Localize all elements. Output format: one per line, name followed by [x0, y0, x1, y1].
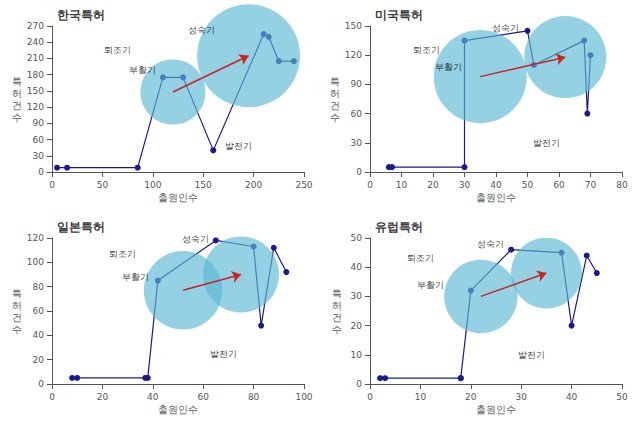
svg-text:한국특허: 한국특허 [57, 8, 105, 22]
svg-text:20: 20 [97, 392, 109, 402]
svg-text:수: 수 [332, 324, 342, 335]
svg-text:일본특허: 일본특허 [57, 220, 105, 234]
svg-text:10: 10 [396, 180, 408, 190]
svg-text:퇴조기: 퇴조기 [104, 45, 131, 55]
svg-text:부활기: 부활기 [129, 65, 156, 75]
svg-text:성숙기: 성숙기 [182, 234, 209, 244]
svg-text:부활기: 부활기 [122, 272, 149, 282]
svg-text:특: 특 [332, 288, 342, 299]
svg-text:허: 허 [332, 300, 342, 311]
svg-text:출원인수: 출원인수 [158, 404, 198, 415]
svg-text:120: 120 [27, 102, 44, 112]
svg-text:40: 40 [351, 262, 363, 272]
svg-text:120: 120 [27, 233, 44, 243]
svg-text:허: 허 [12, 88, 22, 99]
svg-text:0: 0 [356, 167, 362, 177]
svg-text:50: 50 [97, 180, 109, 190]
svg-text:건: 건 [330, 100, 340, 111]
svg-text:0: 0 [367, 392, 373, 402]
svg-text:발전기: 발전기 [518, 350, 545, 360]
svg-text:건: 건 [12, 312, 22, 323]
svg-text:60: 60 [33, 306, 45, 316]
svg-text:60: 60 [197, 392, 209, 402]
svg-text:건: 건 [332, 312, 342, 323]
svg-text:수: 수 [12, 324, 22, 335]
svg-text:40: 40 [147, 392, 159, 402]
svg-text:90: 90 [33, 118, 45, 128]
svg-text:0: 0 [38, 167, 44, 177]
svg-text:60: 60 [33, 135, 45, 145]
svg-text:80: 80 [616, 180, 628, 190]
svg-text:210: 210 [27, 53, 44, 63]
svg-text:부활기: 부활기 [417, 280, 444, 290]
svg-text:60: 60 [351, 109, 363, 119]
svg-text:특: 특 [12, 288, 22, 299]
svg-text:30: 30 [33, 151, 45, 161]
svg-text:50: 50 [351, 233, 363, 243]
svg-text:80: 80 [33, 282, 45, 292]
svg-text:70: 70 [585, 180, 597, 190]
svg-text:150: 150 [345, 21, 362, 31]
svg-text:200: 200 [245, 180, 262, 190]
svg-text:퇴조기: 퇴조기 [109, 249, 136, 259]
svg-text:40: 40 [33, 330, 45, 340]
svg-text:성숙기: 성숙기 [477, 239, 504, 249]
svg-text:120: 120 [345, 50, 362, 60]
svg-text:특: 특 [330, 76, 340, 87]
svg-text:50: 50 [522, 180, 534, 190]
svg-text:10: 10 [351, 350, 363, 360]
svg-text:유럽특허: 유럽특허 [375, 220, 423, 234]
svg-text:0: 0 [367, 180, 373, 190]
svg-text:출원인수: 출원인수 [476, 192, 516, 203]
svg-text:발전기: 발전기 [210, 349, 237, 359]
svg-text:출원인수: 출원인수 [158, 192, 198, 203]
svg-text:발전기: 발전기 [533, 138, 560, 148]
svg-text:240: 240 [27, 37, 44, 47]
svg-text:성숙기: 성숙기 [492, 23, 519, 33]
svg-text:50: 50 [616, 392, 628, 402]
svg-text:부활기: 부활기 [435, 62, 462, 72]
svg-text:건: 건 [12, 100, 22, 111]
svg-text:성숙기: 성숙기 [188, 25, 215, 35]
svg-text:100: 100 [144, 180, 161, 190]
svg-text:발전기: 발전기 [225, 141, 252, 151]
svg-text:허: 허 [12, 300, 22, 311]
svg-text:270: 270 [27, 21, 44, 31]
svg-text:30: 30 [515, 392, 527, 402]
svg-text:60: 60 [553, 180, 565, 190]
svg-text:허: 허 [330, 88, 340, 99]
svg-text:출원인수: 출원인수 [476, 404, 516, 415]
svg-text:0: 0 [356, 379, 362, 389]
svg-text:180: 180 [27, 70, 44, 80]
svg-text:0: 0 [38, 379, 44, 389]
svg-text:20: 20 [465, 392, 477, 402]
svg-text:40: 40 [566, 392, 578, 402]
svg-text:퇴조기: 퇴조기 [407, 253, 434, 263]
svg-text:수: 수 [330, 112, 340, 123]
svg-text:100: 100 [27, 257, 44, 267]
svg-text:30: 30 [459, 180, 471, 190]
svg-text:150: 150 [27, 86, 44, 96]
svg-text:30: 30 [351, 291, 363, 301]
svg-text:20: 20 [427, 180, 439, 190]
svg-text:100: 100 [295, 392, 312, 402]
svg-text:퇴조기: 퇴조기 [413, 45, 440, 55]
svg-text:10: 10 [415, 392, 427, 402]
svg-text:미국특허: 미국특허 [375, 8, 423, 22]
svg-text:수: 수 [12, 112, 22, 123]
svg-text:90: 90 [351, 79, 363, 89]
svg-text:250: 250 [295, 180, 312, 190]
svg-text:80: 80 [248, 392, 260, 402]
svg-text:0: 0 [49, 392, 55, 402]
svg-text:150: 150 [195, 180, 212, 190]
svg-text:40: 40 [490, 180, 502, 190]
svg-text:특: 특 [12, 76, 22, 87]
svg-text:20: 20 [351, 321, 363, 331]
svg-text:0: 0 [49, 180, 55, 190]
svg-text:20: 20 [33, 355, 45, 365]
svg-text:30: 30 [351, 138, 363, 148]
